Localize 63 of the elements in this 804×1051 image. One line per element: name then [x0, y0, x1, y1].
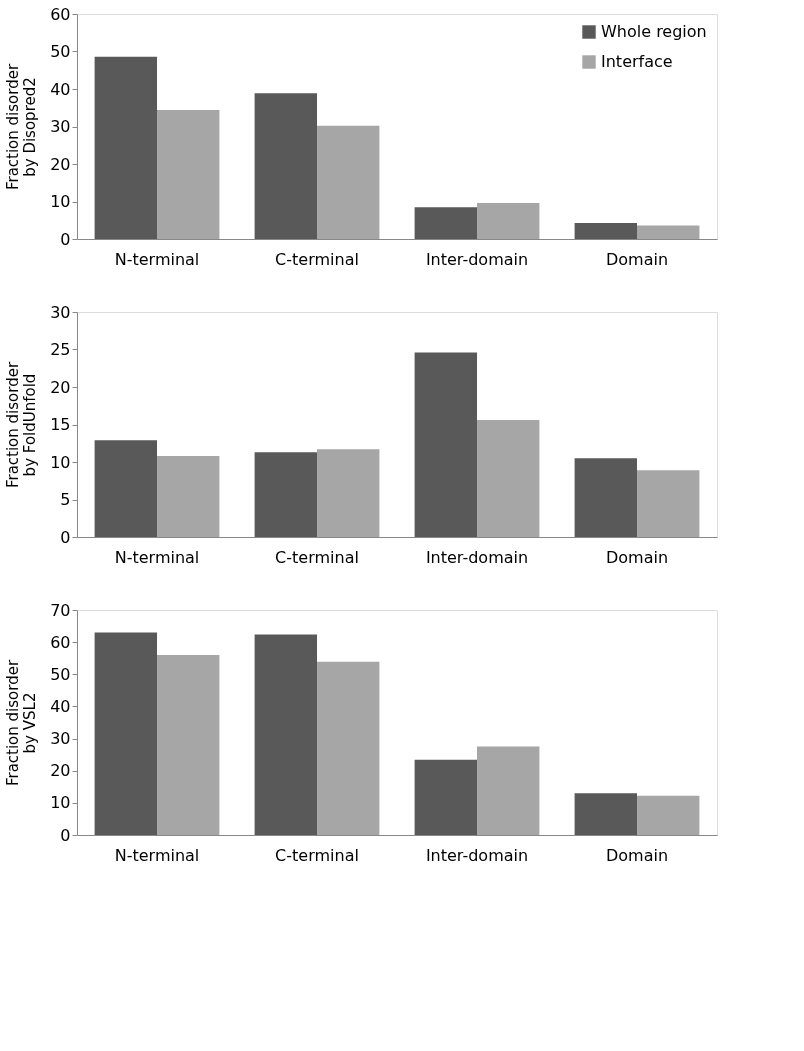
x-tick-label: C-terminal: [275, 845, 359, 865]
y-axis-title: Fraction disorder by VSL2: [4, 659, 40, 787]
x-tick-label: Domain: [605, 547, 669, 567]
bar: [477, 420, 540, 537]
legend-label: Whole region: [601, 22, 707, 41]
x-tick-label: C-terminal: [275, 547, 359, 567]
bar: [254, 634, 317, 835]
x-tick-label: Inter-domain: [425, 845, 529, 865]
y-tick-label: 40: [50, 696, 71, 716]
bar: [317, 125, 380, 239]
bar: [94, 440, 157, 537]
bar: [317, 449, 380, 537]
y-tick-label: 50: [50, 664, 71, 684]
x-tick-label: Domain: [605, 249, 669, 269]
y-tick-label: 30: [50, 117, 71, 136]
y-tick-label: 70: [50, 600, 71, 620]
bar: [637, 795, 700, 835]
bar: [157, 110, 220, 239]
y-tick-label: 0: [60, 825, 71, 845]
y-tick-label: 50: [50, 42, 71, 61]
y-tick-label: 10: [50, 192, 71, 211]
x-tick-label: C-terminal: [275, 249, 359, 269]
y-tick-label: 30: [50, 729, 71, 749]
x-tick-label: Inter-domain: [425, 249, 529, 269]
bar: [254, 452, 317, 537]
x-tick-label: N-terminal: [114, 249, 200, 269]
x-tick-label: Domain: [605, 845, 669, 865]
y-axis-title: Fraction disorder by Disopred2: [4, 63, 40, 191]
x-tick-label: N-terminal: [114, 547, 200, 567]
bar: [254, 93, 317, 239]
bar: [574, 793, 637, 835]
y-tick-label: 10: [50, 793, 71, 813]
bar: [94, 56, 157, 239]
y-tick-label: 30: [50, 302, 71, 322]
bar: [637, 470, 700, 537]
y-tick-label: 20: [50, 154, 71, 174]
y-tick-label: 5: [60, 490, 71, 509]
y-tick-label: 0: [60, 527, 71, 547]
bar: [477, 203, 540, 239]
y-tick-label: 0: [60, 229, 71, 249]
bar: [477, 746, 540, 835]
bar: [94, 632, 157, 835]
bar: [414, 759, 477, 835]
y-tick-label: 10: [50, 452, 71, 472]
bar: [574, 458, 637, 537]
bar: [637, 225, 700, 239]
bar: [317, 661, 380, 835]
bar: [574, 222, 637, 239]
y-axis-title: Fraction disorder by FoldUnfold: [4, 361, 40, 489]
y-tick-label: 40: [50, 79, 71, 99]
legend-label: Interface: [601, 52, 673, 71]
x-tick-label: N-terminal: [114, 845, 200, 865]
y-tick-label: 25: [50, 340, 71, 359]
y-tick-label: 60: [50, 4, 71, 24]
bar: [414, 207, 477, 239]
y-tick-label: 60: [50, 632, 71, 652]
bar: [157, 456, 220, 537]
y-tick-label: 20: [50, 761, 71, 781]
x-tick-label: Inter-domain: [425, 547, 529, 567]
bar: [414, 352, 477, 537]
y-tick-label: 15: [50, 415, 71, 434]
y-tick-label: 20: [50, 377, 71, 397]
bar: [157, 655, 220, 835]
